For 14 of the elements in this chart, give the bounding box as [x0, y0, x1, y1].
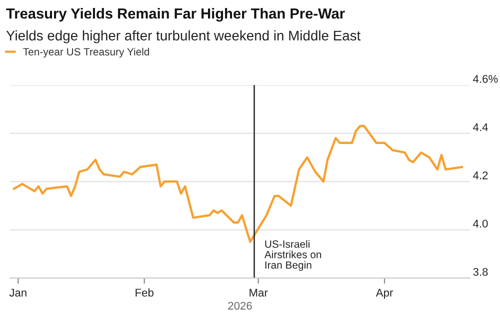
x-axis-title: 2026 — [228, 302, 252, 310]
y-tick-label: 4.0 — [473, 220, 488, 228]
x-tick-label: Jan — [9, 288, 26, 297]
x-tick-label: Mar — [250, 288, 268, 297]
chart-subtitle: Yields edge higher after turbulent weekend in Middle East — [6, 30, 361, 44]
y-tick-label: 4.2 — [473, 171, 488, 180]
y-tick-label: 4.4 — [473, 123, 488, 131]
y-tick-label: 4.6% — [473, 74, 498, 83]
x-tick-label: Apr — [376, 288, 393, 299]
y-tick-label: 3.8 — [473, 268, 488, 276]
chart-title: Treasury Yields Remain Far Higher Than Pre-War — [6, 8, 345, 22]
legend-label: Ten-year US Treasury Yield — [23, 48, 150, 58]
x-tick-label: Feb — [136, 288, 154, 297]
ref-line-label: US-Israeli Airstrikes on Iran Begin — [264, 240, 322, 271]
